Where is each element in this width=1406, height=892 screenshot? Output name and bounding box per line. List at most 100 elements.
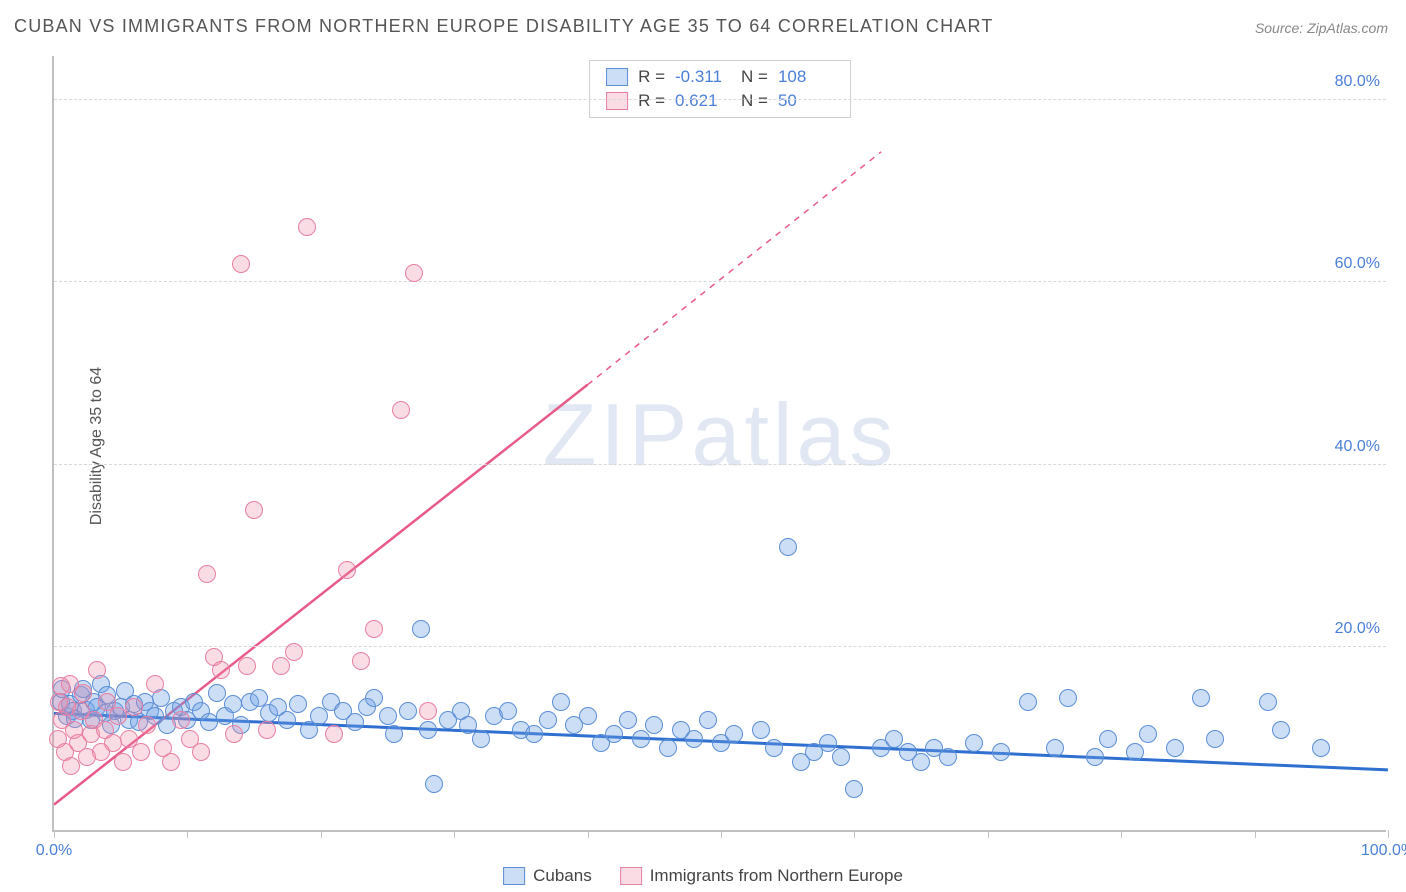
data-point xyxy=(208,684,226,702)
y-tick-label: 20.0% xyxy=(1335,620,1380,638)
series-legend-item: Immigrants from Northern Europe xyxy=(620,866,903,886)
data-point xyxy=(499,702,517,720)
data-point xyxy=(699,711,717,729)
data-point xyxy=(132,743,150,761)
data-point xyxy=(392,401,410,419)
data-point xyxy=(385,725,403,743)
data-point xyxy=(992,743,1010,761)
data-point xyxy=(379,707,397,725)
data-point xyxy=(632,730,650,748)
data-point xyxy=(88,661,106,679)
data-point xyxy=(659,739,677,757)
legend-swatch xyxy=(620,867,642,885)
data-point xyxy=(1139,725,1157,743)
data-point xyxy=(146,675,164,693)
data-point xyxy=(365,620,383,638)
watermark-left: ZIP xyxy=(543,385,692,484)
y-tick-label: 80.0% xyxy=(1335,73,1380,91)
data-point xyxy=(172,711,190,729)
data-point xyxy=(605,725,623,743)
data-point xyxy=(552,693,570,711)
legend-swatch xyxy=(503,867,525,885)
chart-title: CUBAN VS IMMIGRANTS FROM NORTHERN EUROPE… xyxy=(14,16,994,37)
data-point xyxy=(419,721,437,739)
data-point xyxy=(192,743,210,761)
data-point xyxy=(198,565,216,583)
data-point xyxy=(1192,689,1210,707)
data-point xyxy=(472,730,490,748)
data-point xyxy=(1086,748,1104,766)
data-point xyxy=(779,538,797,556)
gridline-h xyxy=(54,99,1386,100)
x-tick xyxy=(721,830,722,838)
legend-n-label: N = xyxy=(741,67,768,87)
legend-r-value: 0.621 xyxy=(675,91,731,111)
data-point xyxy=(1259,693,1277,711)
data-point xyxy=(1059,689,1077,707)
data-point xyxy=(965,734,983,752)
gridline-h xyxy=(54,464,1386,465)
data-point xyxy=(162,753,180,771)
x-tick xyxy=(321,830,322,838)
data-point xyxy=(138,716,156,734)
legend-swatch xyxy=(606,92,628,110)
x-tick xyxy=(588,830,589,838)
correlation-legend-row: R =-0.311N =108 xyxy=(590,65,850,89)
x-tick xyxy=(854,830,855,838)
source-attribution: Source: ZipAtlas.com xyxy=(1255,20,1388,36)
correlation-legend-row: R =0.621N =50 xyxy=(590,89,850,113)
x-tick-label: 100.0% xyxy=(1361,842,1406,860)
trendlines-layer xyxy=(54,56,1386,830)
data-point xyxy=(225,725,243,743)
data-point xyxy=(109,707,127,725)
data-point xyxy=(419,702,437,720)
data-point xyxy=(685,730,703,748)
x-tick xyxy=(454,830,455,838)
data-point xyxy=(325,725,343,743)
correlation-legend: R =-0.311N =108R =0.621N =50 xyxy=(589,60,851,118)
chart-container: CUBAN VS IMMIGRANTS FROM NORTHERN EUROPE… xyxy=(0,0,1406,892)
data-point xyxy=(939,748,957,766)
x-tick xyxy=(988,830,989,838)
data-point xyxy=(1019,693,1037,711)
data-point xyxy=(725,725,743,743)
x-tick-label: 0.0% xyxy=(36,842,72,860)
data-point xyxy=(1206,730,1224,748)
data-point xyxy=(1272,721,1290,739)
data-point xyxy=(619,711,637,729)
trend-line-extension xyxy=(588,152,881,385)
watermark: ZIPatlas xyxy=(543,384,898,486)
data-point xyxy=(539,711,557,729)
x-tick xyxy=(54,830,55,838)
data-point xyxy=(912,753,930,771)
legend-r-label: R = xyxy=(638,91,665,111)
x-tick xyxy=(1388,830,1389,838)
data-point xyxy=(1166,739,1184,757)
data-point xyxy=(765,739,783,757)
data-point xyxy=(224,695,242,713)
data-point xyxy=(412,620,430,638)
x-tick xyxy=(1255,830,1256,838)
data-point xyxy=(425,775,443,793)
data-point xyxy=(399,702,417,720)
data-point xyxy=(845,780,863,798)
data-point xyxy=(525,725,543,743)
y-tick-label: 40.0% xyxy=(1335,438,1380,456)
data-point xyxy=(832,748,850,766)
legend-r-label: R = xyxy=(638,67,665,87)
legend-swatch xyxy=(606,68,628,86)
data-point xyxy=(365,689,383,707)
data-point xyxy=(74,684,92,702)
legend-n-value: 50 xyxy=(778,91,834,111)
x-tick xyxy=(1121,830,1122,838)
data-point xyxy=(272,657,290,675)
data-point xyxy=(278,711,296,729)
data-point xyxy=(232,255,250,273)
data-point xyxy=(1046,739,1064,757)
data-point xyxy=(752,721,770,739)
watermark-right: atlas xyxy=(692,385,898,484)
legend-n-value: 108 xyxy=(778,67,834,87)
data-point xyxy=(258,721,276,739)
series-legend-item: Cubans xyxy=(503,866,592,886)
data-point xyxy=(1312,739,1330,757)
